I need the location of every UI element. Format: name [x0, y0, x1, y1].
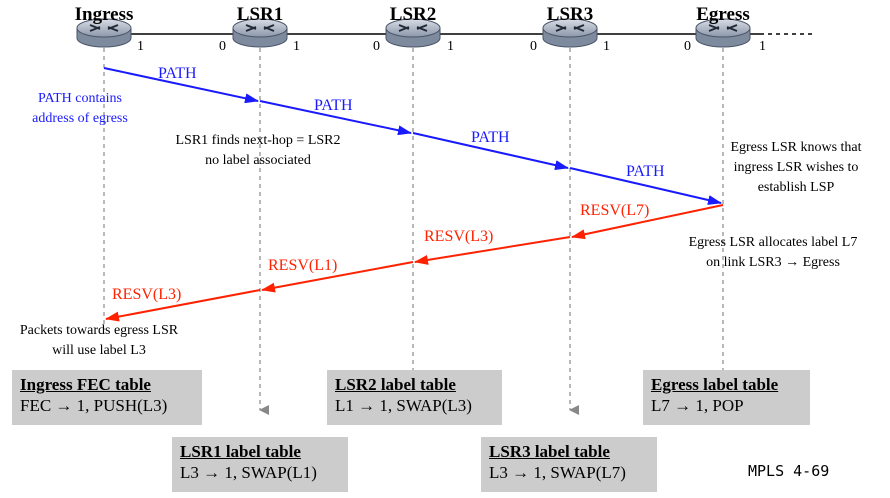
- egress-label-table: Egress label table L7 → 1, POP: [643, 370, 810, 425]
- resv-label-1: RESV(L7): [580, 202, 649, 219]
- routers: [76, 18, 751, 48]
- resv-label-4: RESV(L3): [112, 286, 181, 303]
- table-title: LSR2 label table: [335, 375, 456, 394]
- port-lsr1-left: 0: [219, 39, 226, 54]
- table-entry: FEC → 1, PUSH(L3): [20, 396, 168, 415]
- note-path-contains-line1: PATH contains: [38, 91, 122, 106]
- table-entry: L3 → 1, SWAP(L7): [489, 463, 626, 482]
- resv-arrow-1: [571, 204, 724, 240]
- port-ingress-right: 1: [137, 39, 144, 54]
- note-egress-knows-line2: ingress LSR wishes to: [734, 160, 859, 175]
- lsr3-label-table: LSR3 label table L3 → 1, SWAP(L7): [481, 437, 657, 492]
- port-lsr2-right: 1: [447, 39, 454, 54]
- router-icon: [542, 18, 598, 48]
- note-egress-allocates-line2: on link LSR3 → Egress: [706, 255, 840, 270]
- path-label-3: PATH: [471, 129, 510, 146]
- ingress-fec-table: Ingress FEC table FEC → 1, PUSH(L3): [12, 370, 202, 425]
- resv-arrows: [105, 204, 724, 322]
- path-arrow-1: [103, 67, 259, 104]
- port-egress-right: 1: [759, 39, 766, 54]
- note-egress-knows-line1: Egress LSR knows that: [730, 140, 861, 155]
- path-label-2: PATH: [314, 97, 353, 114]
- path-arrow-2: [259, 100, 412, 136]
- port-lsr2-left: 0: [373, 39, 380, 54]
- resv-arrow-3: [261, 261, 414, 293]
- path-label-1: PATH: [158, 65, 197, 82]
- lsr1-label-table: LSR1 label table L3 → 1, SWAP(L1): [172, 437, 348, 492]
- slide-number: MPLS 4-69: [748, 462, 830, 480]
- resv-label-3: RESV(L1): [268, 257, 337, 274]
- table-entry: L3 → 1, SWAP(L1): [180, 463, 317, 482]
- router-icon: [232, 18, 288, 48]
- path-arrow-4: [569, 167, 722, 205]
- resv-label-2: RESV(L3): [424, 228, 493, 245]
- router-icon: [76, 18, 132, 48]
- port-lsr1-right: 1: [293, 39, 300, 54]
- table-title: Ingress FEC table: [20, 375, 151, 394]
- path-label-4: PATH: [626, 163, 665, 180]
- path-arrows: [103, 67, 722, 205]
- note-egress-knows-line3: establish LSP: [758, 180, 835, 195]
- router-icon: [695, 18, 751, 48]
- table-entry: L7 → 1, POP: [651, 396, 744, 415]
- resv-arrow-2: [414, 236, 571, 265]
- note-lsr1-finds-line1: LSR1 finds next-hop = LSR2: [175, 133, 340, 148]
- node-label-ingress: Ingress: [75, 4, 134, 25]
- router-icon: [385, 18, 441, 48]
- port-lsr3-left: 0: [530, 39, 537, 54]
- path-arrow-3: [412, 132, 569, 171]
- node-label-egress: Egress: [696, 4, 749, 25]
- port-egress-left: 0: [684, 39, 691, 54]
- resv-arrow-4: [105, 289, 261, 322]
- node-label-lsr3: LSR3: [547, 4, 593, 25]
- note-packets-towards-line1: Packets towards egress LSR: [20, 323, 179, 338]
- note-egress-allocates-line1: Egress LSR allocates label L7: [689, 235, 858, 250]
- lifelines: [103, 48, 724, 415]
- lsr2-label-table: LSR2 label table L1 → 1, SWAP(L3): [327, 370, 502, 425]
- table-title: Egress label table: [651, 375, 779, 394]
- node-label-lsr1: LSR1: [237, 4, 283, 25]
- port-lsr3-right: 1: [603, 39, 610, 54]
- note-packets-towards-line2: will use label L3: [52, 343, 146, 358]
- note-path-contains-line2: address of egress: [32, 111, 128, 126]
- note-lsr1-finds-line2: no label associated: [205, 153, 311, 168]
- table-title: LSR1 label table: [180, 442, 301, 461]
- table-title: LSR3 label table: [489, 442, 610, 461]
- node-label-lsr2: LSR2: [390, 4, 436, 25]
- table-entry: L1 → 1, SWAP(L3): [335, 396, 472, 415]
